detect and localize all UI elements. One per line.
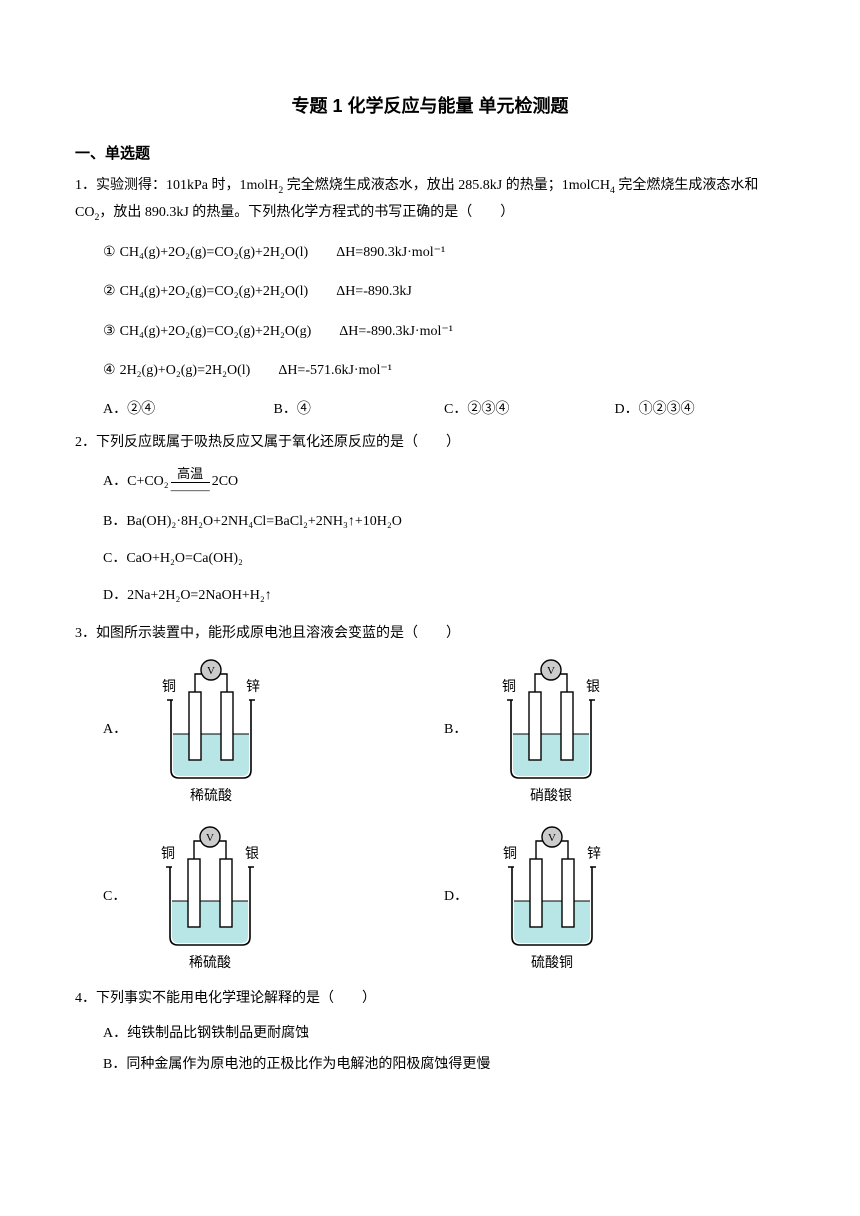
q1-t2: 完全燃烧生成液态水，放出 285.8kJ 的热量；1molCH [283, 178, 610, 193]
diagram-option: C． V 铜 银 稀硫酸 [103, 819, 444, 974]
svg-text:V: V [206, 832, 214, 844]
q2-options: A．C+CO₂高温———2CO B．Ba(OH)₂·8H₂O+2NH₄Cl=Ba… [75, 467, 785, 608]
eq1-delta: ΔH=890.3kJ·mol⁻¹ [336, 240, 445, 265]
diagram-row: C． V 铜 银 稀硫酸 D． V 铜 锌 硫酸铜 [75, 819, 785, 974]
question-4: 4．下列事实不能用电化学理论解释的是（ ） A．纯铁制品比钢铁制品更耐腐蚀 B．… [75, 986, 785, 1078]
diagram-option: D． V 铜 锌 硫酸铜 [444, 819, 785, 974]
q3-diagrams: A． V 铜 锌 稀硫酸 B． V 铜 银 硝酸银 C． V 铜 银 [75, 652, 785, 974]
q2-optA: A．C+CO₂高温———2CO [103, 467, 785, 497]
eq4-delta: ΔH=-571.6kJ·mol⁻¹ [278, 358, 392, 383]
q1-optC: C．②③④ [444, 397, 615, 422]
svg-text:稀硫酸: 稀硫酸 [189, 955, 231, 971]
eq4-num: ④ [103, 358, 116, 383]
q4-options: A．纯铁制品比钢铁制品更耐腐蚀 B．同种金属作为原电池的正极比作为电解池的阳极腐… [75, 1021, 785, 1077]
electrochemical-cell-icon: V 铜 银 稀硫酸 [132, 819, 282, 974]
q4-text: 4．下列事实不能用电化学理论解释的是（ ） [75, 991, 376, 1006]
svg-text:硝酸银: 硝酸银 [530, 788, 572, 804]
q2-optD: D．2Na+2H₂O=2NaOH+H₂↑ [103, 583, 785, 608]
q4-num: 4． [75, 991, 96, 1006]
q1-eq4: ④ 2H₂(g)+O₂(g)=2H₂O(l) ΔH=-571.6kJ·mol⁻¹ [103, 358, 785, 383]
svg-text:V: V [548, 832, 556, 844]
page-title: 专题 1 化学反应与能量 单元检测题 [75, 90, 785, 122]
eq2-formula: CH₄(g)+2O₂(g)=CO₂(g)+2H₂O(l) [120, 279, 309, 304]
svg-text:锌: 锌 [587, 846, 601, 862]
q3-body: 如图所示装置中，能形成原电池且溶液会变蓝的是（ ） [96, 626, 460, 641]
q4-optB: B．同种金属作为原电池的正极比作为电解池的阳极腐蚀得更慢 [103, 1052, 785, 1077]
eq4-formula: 2H₂(g)+O₂(g)=2H₂O(l) [120, 358, 251, 383]
option-label: C． [103, 884, 126, 909]
svg-text:铜: 铜 [161, 846, 175, 862]
svg-text:铜: 铜 [502, 679, 516, 695]
svg-text:稀硫酸: 稀硫酸 [190, 788, 232, 804]
svg-text:铜: 铜 [503, 846, 517, 862]
option-label: A． [103, 717, 127, 742]
diagram-row: A． V 铜 锌 稀硫酸 B． V 铜 银 硝酸银 [75, 652, 785, 807]
eq2-delta: ΔH=-890.3kJ [336, 279, 412, 304]
svg-text:银: 银 [586, 679, 600, 695]
eq3-delta: ΔH=-890.3kJ·mol⁻¹ [339, 319, 453, 344]
svg-text:铜: 铜 [162, 679, 176, 695]
q3-num: 3． [75, 626, 96, 641]
q4-optA: A．纯铁制品比钢铁制品更耐腐蚀 [103, 1021, 785, 1046]
q1-t4: ，放出 890.3kJ 的热量。下列热化学方程式的书写正确的是（ ） [99, 205, 514, 220]
question-2: 2．下列反应既属于吸热反应又属于氧化还原反应的是（ ） A．C+CO₂高温———… [75, 430, 785, 608]
svg-text:硫酸铜: 硫酸铜 [531, 955, 573, 971]
q1-equations: ① CH₄(g)+2O₂(g)=CO₂(g)+2H₂O(l) ΔH=890.3k… [75, 240, 785, 383]
diagram-option: A． V 铜 锌 稀硫酸 [103, 652, 444, 807]
q2-num: 2． [75, 435, 96, 450]
cond-top: 高温 [171, 467, 210, 481]
cond-bottom: ——— [171, 482, 210, 497]
q2-text: 2．下列反应既属于吸热反应又属于氧化还原反应的是（ ） [75, 435, 460, 450]
q1-optA: A．②④ [103, 397, 274, 422]
q1-optB: B．④ [274, 397, 445, 422]
eq3-num: ③ [103, 319, 116, 344]
q1-optD: D．①②③④ [615, 397, 786, 422]
q1-t1: 实验测得：101kPa 时，1molH [96, 178, 278, 193]
q1-eq1: ① CH₄(g)+2O₂(g)=CO₂(g)+2H₂O(l) ΔH=890.3k… [103, 240, 785, 265]
reaction-condition-icon: 高温——— [171, 467, 210, 497]
option-label: D． [444, 884, 468, 909]
q1-eq3: ③ CH₄(g)+2O₂(g)=CO₂(g)+2H₂O(g) ΔH=-890.3… [103, 319, 785, 344]
eq2-num: ② [103, 279, 116, 304]
q1-text: 1．实验测得：101kPa 时，1molH2 完全燃烧生成液态水，放出 285.… [75, 178, 758, 219]
svg-text:V: V [547, 665, 555, 677]
svg-text:锌: 锌 [246, 679, 260, 695]
section-heading: 一、单选题 [75, 140, 785, 167]
question-3: 3．如图所示装置中，能形成原电池且溶液会变蓝的是（ ） A． V 铜 锌 稀硫酸… [75, 621, 785, 974]
q2-optC: C．CaO+H₂O=Ca(OH)₂ [103, 546, 785, 571]
q1-num: 1． [75, 178, 96, 193]
question-1: 1．实验测得：101kPa 时，1molH2 完全燃烧生成液态水，放出 285.… [75, 173, 785, 422]
eq1-num: ① [103, 240, 116, 265]
q2-optA-pre: A．C+CO₂ [103, 474, 169, 489]
q2-optB: B．Ba(OH)₂·8H₂O+2NH₄Cl=BaCl₂+2NH₃↑+10H₂O [103, 509, 785, 534]
electrochemical-cell-icon: V 铜 锌 稀硫酸 [133, 652, 283, 807]
option-label: B． [444, 717, 467, 742]
diagram-option: B． V 铜 银 硝酸银 [444, 652, 785, 807]
q1-options: A．②④ B．④ C．②③④ D．①②③④ [75, 397, 785, 422]
electrochemical-cell-icon: V 铜 银 硝酸银 [473, 652, 623, 807]
q3-text: 3．如图所示装置中，能形成原电池且溶液会变蓝的是（ ） [75, 626, 460, 641]
q2-optA-post: 2CO [212, 474, 238, 489]
svg-text:银: 银 [245, 846, 259, 862]
svg-text:V: V [207, 665, 215, 677]
electrochemical-cell-icon: V 铜 锌 硫酸铜 [474, 819, 624, 974]
eq3-formula: CH₄(g)+2O₂(g)=CO₂(g)+2H₂O(g) [120, 319, 312, 344]
q1-eq2: ② CH₄(g)+2O₂(g)=CO₂(g)+2H₂O(l) ΔH=-890.3… [103, 279, 785, 304]
q2-body: 下列反应既属于吸热反应又属于氧化还原反应的是（ ） [96, 435, 460, 450]
q4-body: 下列事实不能用电化学理论解释的是（ ） [96, 991, 376, 1006]
eq1-formula: CH₄(g)+2O₂(g)=CO₂(g)+2H₂O(l) [120, 240, 309, 265]
